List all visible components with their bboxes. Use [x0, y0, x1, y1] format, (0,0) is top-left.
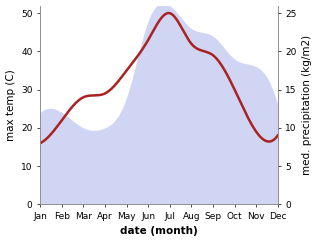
Y-axis label: max temp (C): max temp (C) [5, 69, 16, 141]
Y-axis label: med. precipitation (kg/m2): med. precipitation (kg/m2) [302, 35, 313, 175]
X-axis label: date (month): date (month) [120, 227, 198, 236]
